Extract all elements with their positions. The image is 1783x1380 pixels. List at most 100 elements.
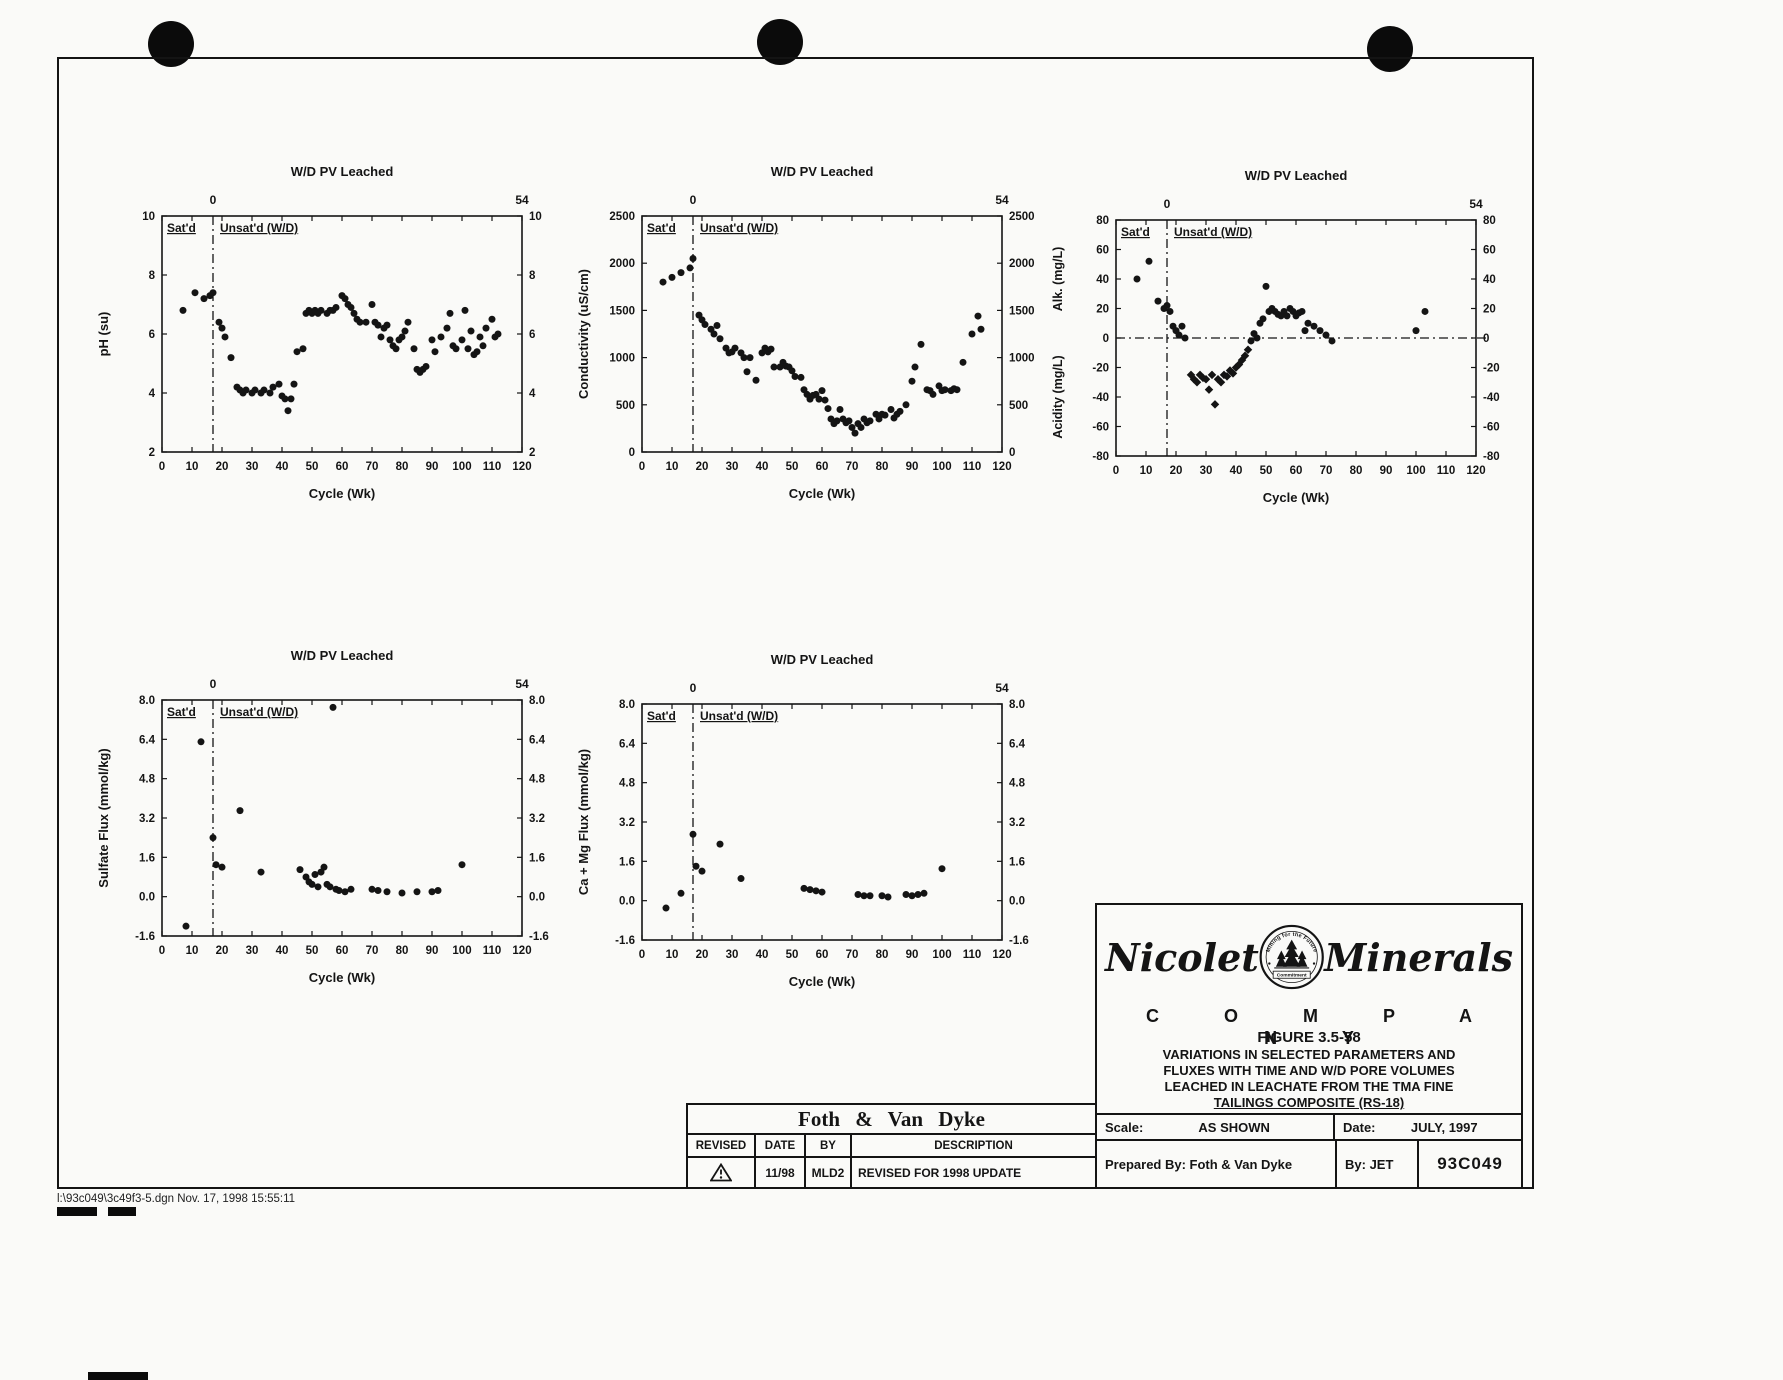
svg-text:W/D PV Leached: W/D PV Leached: [291, 164, 394, 179]
svg-text:W/D PV Leached: W/D PV Leached: [771, 164, 874, 179]
svg-text:-40: -40: [1483, 392, 1500, 404]
svg-text:20: 20: [1483, 304, 1496, 316]
svg-text:40: 40: [1483, 274, 1496, 286]
revision-block: Foth & Van Dyke REVISED DATE BY DESCRIPT…: [686, 1103, 1095, 1189]
svg-text:120: 120: [992, 461, 1011, 473]
svg-text:6.4: 6.4: [619, 738, 636, 750]
revision-date: 11/98: [754, 1158, 804, 1187]
svg-text:54: 54: [1469, 197, 1483, 211]
svg-text:0.0: 0.0: [139, 892, 155, 904]
svg-text:4.8: 4.8: [619, 778, 636, 790]
svg-text:0: 0: [1113, 465, 1119, 477]
svg-text:100: 100: [452, 461, 471, 473]
svg-text:60: 60: [816, 949, 829, 961]
svg-text:4: 4: [529, 388, 536, 400]
svg-text:Unsat'd (W/D): Unsat'd (W/D): [1174, 225, 1252, 239]
svg-text:-1.6: -1.6: [135, 931, 155, 943]
seal-banner: [1272, 970, 1311, 979]
svg-text:pH (su): pH (su): [96, 312, 111, 357]
svg-text:80: 80: [876, 949, 889, 961]
svg-text:80: 80: [876, 461, 889, 473]
date-value: JULY, 1997: [1410, 1119, 1478, 1135]
description-line-4: TAILINGS COMPOSITE (RS-18): [1213, 1095, 1405, 1110]
revision-table-row: 11/98 MLD2 REVISED FOR 1998 UPDATE: [688, 1158, 1095, 1187]
svg-text:0: 0: [1483, 333, 1489, 345]
chart-panel-conductivity: W/D PV Leached 0 54 0 10 20 30 40 50 60 70 80 90 100 1…: [572, 160, 1052, 520]
svg-text:1000: 1000: [609, 353, 635, 365]
svg-text:8.0: 8.0: [619, 699, 635, 711]
svg-text:0: 0: [629, 447, 635, 459]
svg-text:W/D PV Leached: W/D PV Leached: [291, 648, 394, 663]
svg-text:90: 90: [1380, 465, 1393, 477]
svg-text:30: 30: [246, 945, 259, 957]
svg-text:110: 110: [483, 945, 502, 957]
svg-text:0: 0: [210, 677, 217, 691]
revision-triangle-icon: [688, 1158, 754, 1187]
svg-text:6.4: 6.4: [529, 734, 546, 746]
svg-text:8: 8: [149, 270, 156, 282]
svg-text:Sat'd: Sat'd: [167, 221, 196, 235]
svg-text:W/D PV Leached: W/D PV Leached: [1245, 168, 1348, 183]
svg-text:3.2: 3.2: [619, 817, 635, 829]
svg-text:4.8: 4.8: [529, 774, 546, 786]
svg-text:0.0: 0.0: [529, 892, 545, 904]
svg-text:6.4: 6.4: [1009, 738, 1026, 750]
svg-text:Acidity (mg/L): Acidity (mg/L): [1051, 355, 1065, 438]
svg-text:-80: -80: [1483, 451, 1500, 463]
date-label: Date:: [1343, 1119, 1376, 1135]
svg-text:60: 60: [336, 461, 349, 473]
svg-text:10: 10: [666, 461, 679, 473]
svg-text:2500: 2500: [609, 211, 635, 223]
svg-text:50: 50: [1260, 465, 1273, 477]
evergreen-trees-icon: [1274, 939, 1309, 969]
svg-text:Unsat'd (W/D): Unsat'd (W/D): [700, 221, 778, 235]
svg-text:8: 8: [529, 270, 536, 282]
svg-text:10: 10: [1140, 465, 1153, 477]
figure-number: FIGURE 3.5-58: [1257, 1029, 1361, 1046]
svg-text:1.6: 1.6: [529, 852, 545, 864]
svg-text:120: 120: [512, 945, 531, 957]
svg-text:120: 120: [992, 949, 1011, 961]
prepared-value: Foth & Van Dyke: [1189, 1156, 1293, 1172]
svg-text:1500: 1500: [1009, 305, 1035, 317]
svg-text:50: 50: [786, 949, 799, 961]
svg-text:110: 110: [483, 461, 502, 473]
svg-text:2: 2: [529, 447, 535, 459]
svg-text:1500: 1500: [609, 305, 635, 317]
svg-text:3.2: 3.2: [529, 813, 545, 825]
by-cell: By: JET: [1335, 1141, 1417, 1187]
svg-text:20: 20: [696, 461, 709, 473]
svg-text:50: 50: [306, 461, 319, 473]
svg-text:110: 110: [963, 949, 982, 961]
svg-text:40: 40: [276, 945, 289, 957]
svg-text:40: 40: [1096, 274, 1109, 286]
prepared-row: Prepared By: Foth & Van Dyke By: JET 93C…: [1097, 1139, 1521, 1187]
svg-text:-60: -60: [1092, 422, 1109, 434]
svg-text:100: 100: [452, 945, 471, 957]
svg-text:4.8: 4.8: [139, 774, 156, 786]
svg-text:4: 4: [149, 388, 156, 400]
svg-text:8.0: 8.0: [139, 695, 155, 707]
description-line-2: FLUXES WITH TIME AND W/D PORE VOLUMES: [1163, 1063, 1455, 1078]
svg-text:6.4: 6.4: [139, 734, 156, 746]
svg-text:1.6: 1.6: [1009, 856, 1025, 868]
svg-text:10: 10: [186, 945, 199, 957]
svg-text:3.2: 3.2: [1009, 817, 1025, 829]
svg-text:-60: -60: [1483, 422, 1500, 434]
drawing-number: 93C049: [1417, 1141, 1521, 1187]
svg-text:2000: 2000: [609, 258, 635, 270]
svg-text:50: 50: [306, 945, 319, 957]
by-label: By:: [1345, 1156, 1366, 1172]
svg-text:Sulfate Flux (mmol/kg): Sulfate Flux (mmol/kg): [96, 748, 111, 887]
svg-text:30: 30: [1200, 465, 1213, 477]
svg-text:54: 54: [995, 681, 1009, 695]
svg-text:1.6: 1.6: [139, 852, 155, 864]
svg-text:90: 90: [906, 461, 919, 473]
svg-text:0: 0: [159, 945, 165, 957]
chart-panel-camg-flux: W/D PV Leached 0 54 0 10 20 30 40 50 60 70 80 90 100 1…: [572, 648, 1052, 1008]
svg-text:0.0: 0.0: [619, 896, 635, 908]
svg-text:0: 0: [1164, 197, 1171, 211]
svg-text:20: 20: [1096, 304, 1109, 316]
svg-text:1000: 1000: [1009, 353, 1035, 365]
col-header-description: DESCRIPTION: [850, 1135, 1095, 1156]
